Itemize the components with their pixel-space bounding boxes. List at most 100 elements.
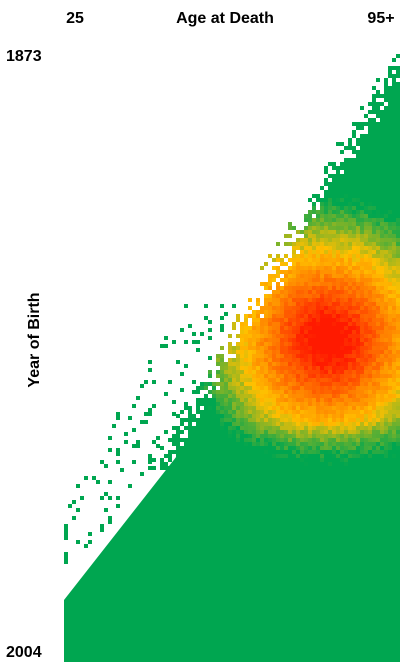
heatmap-cell: [308, 350, 312, 354]
heatmap-outlier-cell: [208, 328, 212, 332]
heatmap-cell: [360, 150, 364, 154]
heatmap-cell: [232, 402, 236, 406]
heatmap-cell: [324, 394, 328, 398]
heatmap-cell: [368, 170, 372, 174]
heatmap-cell: [344, 310, 348, 314]
heatmap-cell: [176, 430, 180, 434]
heatmap-cell: [324, 242, 328, 246]
heatmap-cell: [236, 358, 240, 362]
heatmap-cell: [232, 386, 236, 390]
heatmap-cell: [376, 354, 380, 358]
heatmap-cell: [308, 286, 312, 290]
heatmap-cell: [360, 458, 364, 462]
heatmap-cell: [296, 338, 300, 342]
heatmap-cell: [192, 414, 196, 418]
heatmap-cell: [360, 278, 364, 282]
heatmap-cell: [320, 302, 324, 306]
heatmap-cell: [296, 262, 300, 266]
heatmap-cell: [316, 266, 320, 270]
heatmap-cell: [376, 338, 380, 342]
heatmap-cell: [352, 450, 356, 454]
heatmap-cell: [252, 394, 256, 398]
heatmap-cell: [384, 242, 388, 246]
heatmap-cell: [204, 414, 208, 418]
heatmap-cell: [332, 354, 336, 358]
heatmap-cell: [240, 434, 244, 438]
heatmap-cell: [396, 222, 400, 226]
heatmap-cell: [380, 230, 384, 234]
heatmap-cell: [368, 290, 372, 294]
heatmap-cell: [264, 338, 268, 342]
heatmap-cell: [200, 386, 204, 390]
heatmap-cell: [384, 190, 388, 194]
heatmap-cell: [300, 242, 304, 246]
heatmap-cell: [368, 406, 372, 410]
heatmap-cell: [272, 342, 276, 346]
heatmap-cell: [296, 294, 300, 298]
heatmap-cell: [312, 458, 316, 462]
heatmap-cell: [228, 350, 232, 354]
heatmap-cell: [296, 386, 300, 390]
heatmap-cell: [244, 362, 248, 366]
heatmap-cell: [380, 274, 384, 278]
heatmap-cell: [320, 382, 324, 386]
heatmap-cell: [340, 190, 344, 194]
heatmap-cell: [304, 366, 308, 370]
heatmap-cell: [256, 442, 260, 446]
heatmap-cell: [280, 366, 284, 370]
heatmap-outlier-cell: [180, 328, 184, 332]
heatmap-cell: [368, 266, 372, 270]
heatmap-cell: [352, 306, 356, 310]
heatmap-cell: [256, 342, 260, 346]
heatmap-cell: [304, 350, 308, 354]
heatmap-cell: [276, 342, 280, 346]
heatmap-cell: [332, 362, 336, 366]
heatmap-cell: [372, 158, 376, 162]
heatmap-cell: [252, 346, 256, 350]
heatmap-cell: [332, 390, 336, 394]
heatmap-cell: [220, 466, 224, 470]
heatmap-cell: [336, 174, 340, 178]
heatmap-cell: [384, 334, 388, 338]
heatmap-cell: [348, 162, 352, 166]
heatmap-cell: [280, 258, 284, 262]
heatmap-cell: [288, 442, 292, 446]
heatmap-cell: [356, 290, 360, 294]
heatmap-cell: [244, 350, 248, 354]
heatmap-cell: [372, 194, 376, 198]
heatmap-cell: [392, 190, 396, 194]
heatmap-cell: [236, 462, 240, 466]
heatmap-cell: [396, 258, 400, 262]
heatmap-cell: [216, 442, 220, 446]
heatmap-cell: [164, 454, 168, 458]
heatmap-cell: [252, 434, 256, 438]
heatmap-cell: [324, 462, 328, 466]
heatmap-cell: [348, 394, 352, 398]
heatmap-cell: [356, 414, 360, 418]
heatmap-cell: [208, 458, 212, 462]
heatmap-cell: [352, 202, 356, 206]
heatmap-cell: [376, 110, 380, 114]
heatmap-cell: [200, 450, 204, 454]
heatmap-cell: [388, 214, 392, 218]
heatmap-cell: [316, 414, 320, 418]
heatmap-cell: [364, 146, 368, 150]
heatmap-cell: [284, 326, 288, 330]
heatmap-cell: [312, 450, 316, 454]
heatmap-cell: [332, 202, 336, 206]
heatmap-cell: [324, 294, 328, 298]
heatmap-cell: [328, 250, 332, 254]
heatmap-cell: [368, 162, 372, 166]
heatmap-cell: [372, 298, 376, 302]
heatmap-cell: [288, 438, 292, 442]
heatmap-cell: [244, 390, 248, 394]
heatmap-cell: [388, 410, 392, 414]
heatmap-cell: [304, 334, 308, 338]
heatmap-cell: [396, 394, 400, 398]
heatmap-cell: [316, 302, 320, 306]
heatmap-cell: [328, 298, 332, 302]
heatmap-cell: [300, 438, 304, 442]
heatmap-cell: [300, 278, 304, 282]
heatmap-cell: [388, 282, 392, 286]
heatmap-cell: [376, 290, 380, 294]
